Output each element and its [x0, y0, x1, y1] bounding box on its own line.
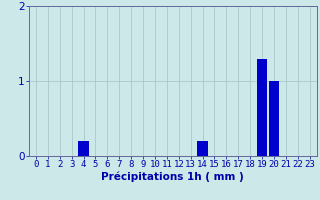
X-axis label: Précipitations 1h ( mm ): Précipitations 1h ( mm ) — [101, 172, 244, 182]
Bar — [78, 141, 89, 156]
Bar — [269, 81, 279, 156]
Bar — [257, 58, 267, 156]
Bar — [197, 141, 208, 156]
